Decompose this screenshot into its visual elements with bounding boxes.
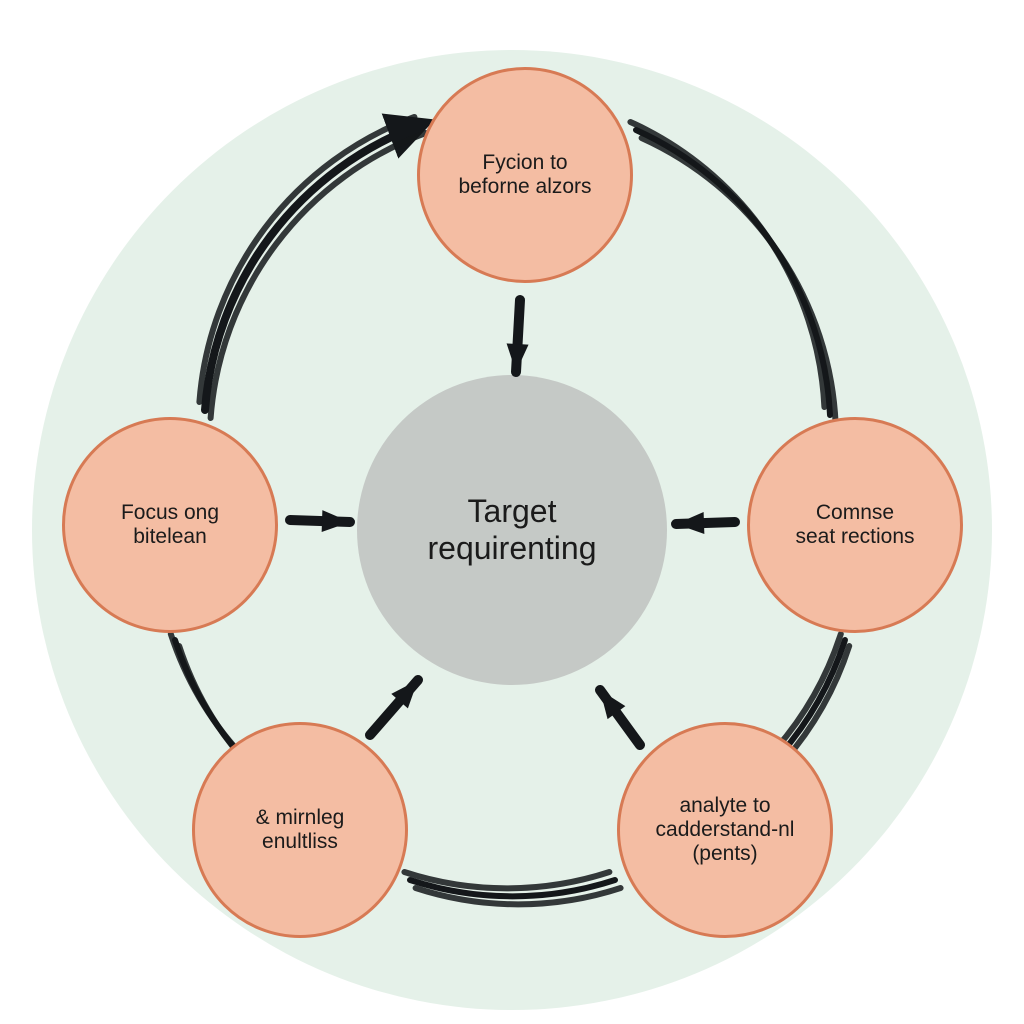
node-bright-line3: (pents) [656,842,795,866]
node-bottom-left: & mirnleg enultliss [192,722,408,938]
center-title-1: Target [428,493,597,530]
node-right-line2: seat rections [795,525,914,549]
center-node: Target requirenting [357,375,667,685]
node-left-line2: bitelean [121,525,219,549]
node-bleft-line1: & mirnleg [256,806,345,830]
node-top: Fycion to beforne alzors [417,67,633,283]
node-bright-line1: analyte to [656,794,795,818]
node-bleft-line2: enultliss [256,830,345,854]
node-right: Comnse seat rections [747,417,963,633]
node-top-line1: Fycion to [458,151,591,175]
diagram-stage: Target requirenting Fycion to beforne al… [0,0,1024,1024]
node-right-line1: Comnse [795,501,914,525]
node-bright-line2: cadderstand-nl [656,818,795,842]
center-title-2: requirenting [428,530,597,567]
node-left-line1: Focus ong [121,501,219,525]
node-left: Focus ong bitelean [62,417,278,633]
node-bottom-right: analyte to cadderstand-nl (pents) [617,722,833,938]
node-top-line2: beforne alzors [458,175,591,199]
